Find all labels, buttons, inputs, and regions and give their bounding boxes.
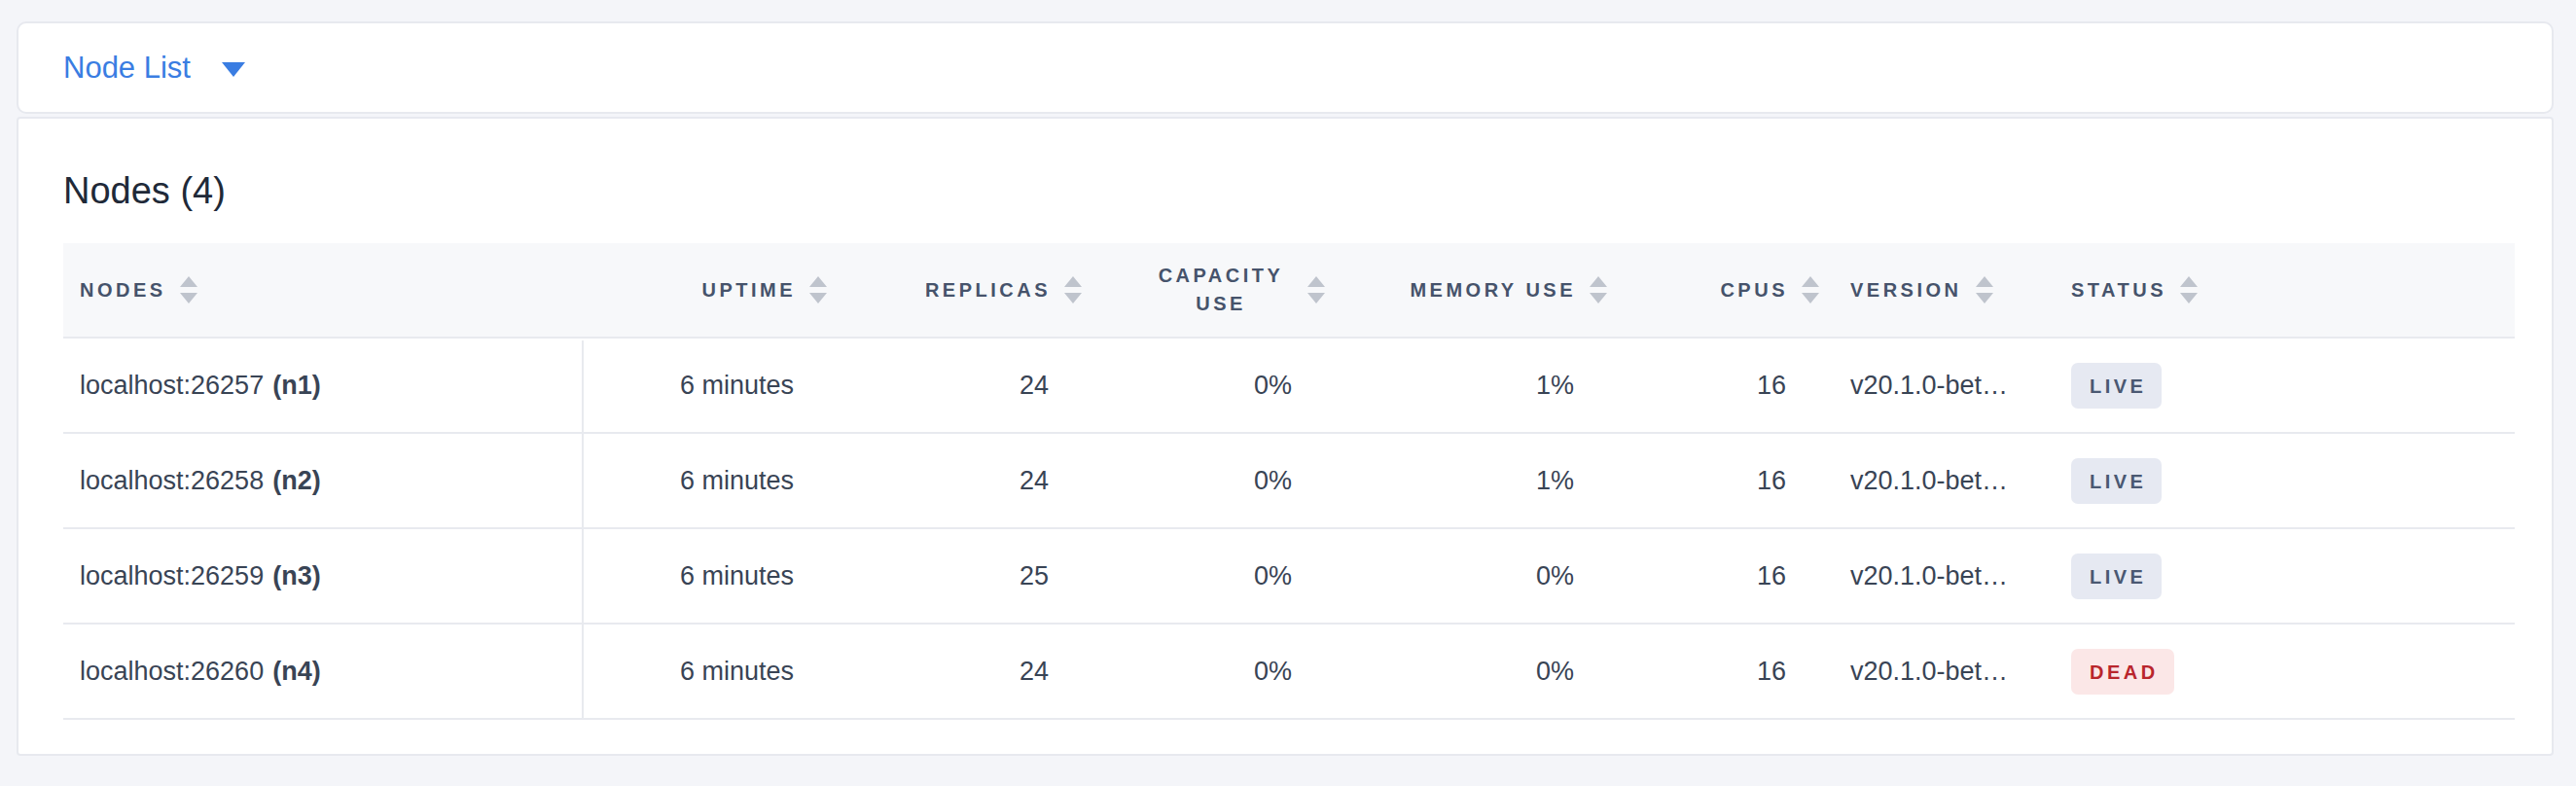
- node-name: (n4): [272, 657, 321, 687]
- column-header-cpus[interactable]: CPUS: [1607, 243, 1819, 337]
- cell-version: v20.1.0-bet…: [1819, 434, 2040, 527]
- cell-replicas: 24: [827, 339, 1082, 432]
- sort-icon: [1590, 276, 1607, 304]
- cell-cpus: 16: [1607, 434, 1819, 527]
- status-badge: LIVE: [2071, 363, 2162, 409]
- cell-node: localhost:26259 (n3): [63, 529, 582, 623]
- sort-icon: [2180, 276, 2198, 304]
- cell-status: DEAD: [2040, 625, 2515, 718]
- node-address: localhost:26258: [80, 466, 264, 496]
- view-dropdown[interactable]: Node List: [63, 51, 245, 86]
- sort-icon: [1307, 276, 1325, 304]
- sort-icon: [180, 276, 197, 304]
- view-selector-card: Node List: [17, 21, 2554, 114]
- cell-cpus: 16: [1607, 625, 1819, 718]
- cell-node: localhost:26257 (n1): [63, 339, 582, 432]
- cell-version: v20.1.0-bet…: [1819, 529, 2040, 623]
- table-header-row: NODES UPTIME REPLICAS CAPACITY USE MEMOR…: [63, 243, 2515, 339]
- chevron-down-icon: [222, 62, 245, 77]
- status-badge: LIVE: [2071, 554, 2162, 599]
- cell-capacity-use: 0%: [1082, 434, 1325, 527]
- table-row: localhost:26260 (n4) 6 minutes 24 0% 0% …: [63, 625, 2515, 720]
- table-row: localhost:26258 (n2) 6 minutes 24 0% 1% …: [63, 434, 2515, 529]
- table-row: localhost:26257 (n1) 6 minutes 24 0% 1% …: [63, 339, 2515, 434]
- sort-icon: [1064, 276, 1082, 304]
- cell-memory-use: 1%: [1325, 434, 1607, 527]
- sort-icon: [1802, 276, 1819, 304]
- column-header-replicas[interactable]: REPLICAS: [827, 243, 1082, 337]
- nodes-table: NODES UPTIME REPLICAS CAPACITY USE MEMOR…: [63, 243, 2515, 720]
- column-header-label: CAPACITY USE: [1148, 262, 1294, 318]
- nodes-panel: Nodes (4) NODES UPTIME REPLICAS CAPACITY…: [17, 117, 2554, 756]
- column-header-label: UPTIME: [701, 279, 796, 302]
- column-header-label: NODES: [80, 279, 166, 302]
- cell-capacity-use: 0%: [1082, 339, 1325, 432]
- sort-icon: [1976, 276, 1993, 304]
- column-header-label: MEMORY USE: [1410, 279, 1576, 302]
- column-header-memory-use[interactable]: MEMORY USE: [1325, 243, 1607, 337]
- view-dropdown-label: Node List: [63, 51, 191, 86]
- cell-status: LIVE: [2040, 339, 2515, 432]
- column-header-label: STATUS: [2071, 279, 2166, 302]
- sort-icon: [809, 276, 827, 304]
- cell-version: v20.1.0-bet…: [1819, 339, 2040, 432]
- column-header-label: REPLICAS: [925, 279, 1051, 302]
- cell-uptime: 6 minutes: [582, 529, 827, 623]
- status-badge: DEAD: [2071, 649, 2174, 695]
- node-name: (n1): [272, 371, 321, 401]
- column-header-capacity-use[interactable]: CAPACITY USE: [1082, 243, 1325, 337]
- cell-capacity-use: 0%: [1082, 529, 1325, 623]
- node-address: localhost:26257: [80, 371, 264, 401]
- cell-memory-use: 1%: [1325, 339, 1607, 432]
- column-header-uptime[interactable]: UPTIME: [582, 243, 827, 337]
- table-row: localhost:26259 (n3) 6 minutes 25 0% 0% …: [63, 529, 2515, 625]
- cell-version: v20.1.0-bet…: [1819, 625, 2040, 718]
- cell-replicas: 24: [827, 434, 1082, 527]
- column-header-label: VERSION: [1850, 279, 1962, 302]
- cell-uptime: 6 minutes: [582, 339, 827, 432]
- cell-capacity-use: 0%: [1082, 625, 1325, 718]
- node-name: (n3): [272, 561, 321, 591]
- node-name: (n2): [272, 466, 321, 496]
- column-header-label: CPUS: [1720, 279, 1788, 302]
- cell-memory-use: 0%: [1325, 625, 1607, 718]
- cell-cpus: 16: [1607, 339, 1819, 432]
- cell-cpus: 16: [1607, 529, 1819, 623]
- cell-uptime: 6 minutes: [582, 625, 827, 718]
- cell-node: localhost:26258 (n2): [63, 434, 582, 527]
- cell-memory-use: 0%: [1325, 529, 1607, 623]
- column-header-status[interactable]: STATUS: [2040, 243, 2515, 337]
- cell-node: localhost:26260 (n4): [63, 625, 582, 718]
- panel-title: Nodes (4): [63, 167, 2507, 214]
- column-header-nodes[interactable]: NODES: [63, 243, 582, 337]
- cell-replicas: 25: [827, 529, 1082, 623]
- status-badge: LIVE: [2071, 458, 2162, 504]
- node-address: localhost:26259: [80, 561, 264, 591]
- cell-status: LIVE: [2040, 529, 2515, 623]
- cell-replicas: 24: [827, 625, 1082, 718]
- cell-status: LIVE: [2040, 434, 2515, 527]
- cell-uptime: 6 minutes: [582, 434, 827, 527]
- column-divider: [582, 340, 584, 720]
- node-address: localhost:26260: [80, 657, 264, 687]
- column-header-version[interactable]: VERSION: [1819, 243, 2040, 337]
